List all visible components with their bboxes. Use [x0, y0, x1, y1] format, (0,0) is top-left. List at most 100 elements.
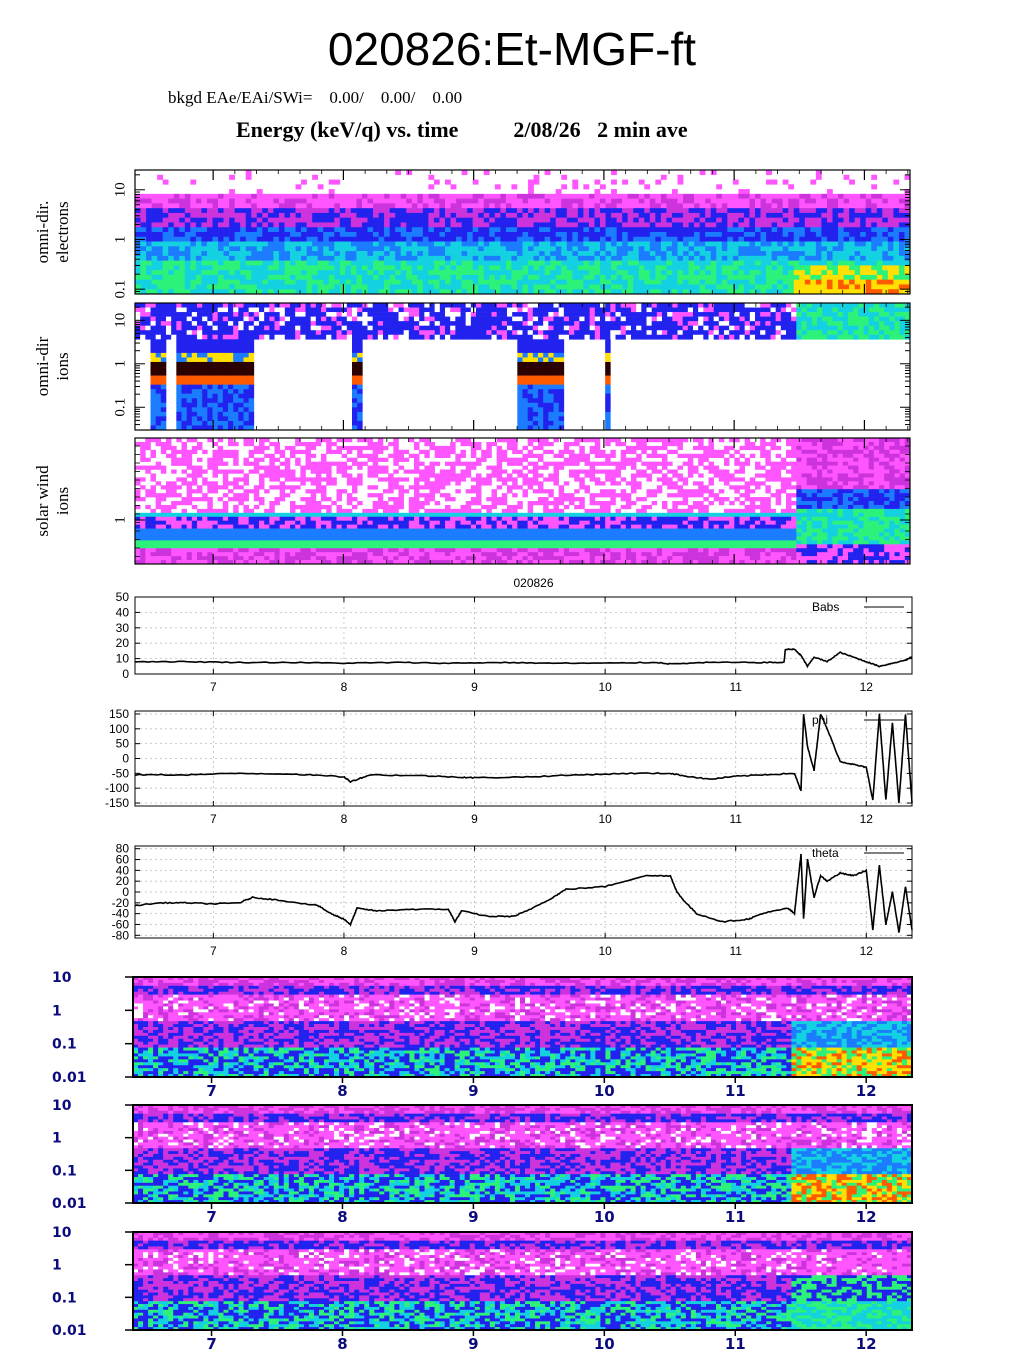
spectrogram-cell	[192, 312, 197, 317]
spectrogram-cell	[548, 389, 553, 394]
spectrogram-cell	[523, 317, 528, 322]
spectrogram-cell	[705, 199, 711, 204]
spectrogram-cell	[393, 312, 398, 317]
spectrogram-cell	[141, 227, 147, 232]
spectrogram-cell	[473, 256, 479, 261]
spectrogram-cell	[523, 232, 529, 237]
spectrogram-cell	[766, 284, 772, 289]
spectrogram-cell	[207, 312, 212, 317]
spectrogram-cell	[528, 407, 533, 412]
spectrogram-cell	[711, 222, 717, 227]
spectrogram-cell	[716, 218, 722, 223]
spectrogram-cell	[445, 335, 450, 340]
spectrogram-cell	[502, 303, 507, 308]
spectrogram-cell	[296, 222, 302, 227]
spectrogram-cell	[451, 251, 457, 256]
spectrogram-cell	[871, 199, 877, 204]
spectrogram-cell	[583, 265, 589, 270]
spectrogram-cell	[523, 330, 528, 335]
spectrogram-cell	[218, 256, 224, 261]
spectrogram-cell	[323, 256, 329, 261]
spectrogram-cell	[182, 380, 187, 385]
spectrogram-cell	[262, 203, 268, 208]
spectrogram-cell	[368, 284, 374, 289]
spectrogram-cell	[373, 237, 379, 242]
spectrogram-cell	[666, 256, 672, 261]
spectrogram-cell	[229, 194, 235, 199]
spectrogram-cell	[600, 321, 605, 326]
spectrogram-cell	[812, 335, 817, 340]
spectrogram-cell	[300, 321, 305, 326]
spectrogram-cell	[559, 367, 564, 372]
spectrogram-cell	[864, 335, 869, 340]
spectrogram-cell	[871, 265, 877, 270]
spectrogram-cell	[340, 251, 346, 256]
spectrogram-cell	[700, 256, 706, 261]
spectrogram-cell	[345, 203, 351, 208]
spectrogram-cell	[816, 256, 822, 261]
spectrogram-cell	[766, 218, 772, 223]
spectrogram-cell	[428, 265, 434, 270]
spectrogram-cell	[251, 218, 257, 223]
spectrogram-cell	[223, 330, 228, 335]
spectrogram-cell	[616, 335, 621, 340]
spectrogram-cell	[559, 398, 564, 403]
spectrogram-cell	[141, 242, 147, 247]
spectrogram-cell	[334, 246, 340, 251]
spectrogram-cell	[484, 275, 490, 280]
spectrogram-cell	[672, 321, 677, 326]
spectrogram-cell	[533, 385, 538, 390]
spectrogram-cell	[639, 275, 645, 280]
spectrogram-cell	[594, 213, 600, 218]
spectrogram-cell	[373, 308, 378, 313]
spectrogram-cell	[698, 326, 703, 331]
spectrogram-cell	[466, 330, 471, 335]
spectrogram-cell	[295, 312, 300, 317]
spectrogram-cell	[523, 348, 528, 353]
spectrogram-cell	[533, 389, 538, 394]
spectrogram-cell	[284, 275, 290, 280]
spectrogram-cell	[545, 246, 551, 251]
spectrogram-cell	[224, 199, 230, 204]
spectrogram-cell	[827, 261, 833, 266]
spectrogram-cell	[517, 261, 523, 266]
spectrogram-cell	[439, 222, 445, 227]
spectrogram-cell	[694, 261, 700, 266]
spectrogram-cell	[187, 362, 192, 367]
spectrogram-cell	[606, 270, 612, 275]
spectrogram-cell	[352, 407, 357, 412]
spectrogram-cell	[368, 227, 374, 232]
spectrogram-cell	[882, 194, 888, 199]
spectrogram-cell	[534, 199, 540, 204]
spectrogram-cell	[833, 246, 839, 251]
spectrogram-cell	[176, 357, 181, 362]
spectrogram-cell	[572, 270, 578, 275]
spectrogram-cell	[858, 303, 863, 308]
spectrogram-cell	[383, 317, 388, 322]
spectrogram-cell	[755, 326, 760, 331]
spectrogram-cell	[639, 199, 645, 204]
spectrogram-cell	[412, 208, 418, 213]
spectrogram-cell	[877, 256, 883, 261]
spectrogram-cell	[548, 416, 553, 421]
spectrogram-cell	[889, 321, 894, 326]
spectrogram-cell	[259, 330, 264, 335]
spectrogram-cell	[561, 270, 567, 275]
spectrogram-cell	[693, 308, 698, 313]
spectrogram-cell	[724, 308, 729, 313]
spectrogram-cell	[641, 321, 646, 326]
spectrogram-cell	[168, 280, 174, 285]
spectrogram-cell	[306, 330, 311, 335]
spectrogram-cell	[572, 184, 578, 189]
spectrogram-cell	[182, 385, 187, 390]
spectrogram-cell	[523, 284, 529, 289]
spectrogram-cell	[202, 317, 207, 322]
spectrogram-cell	[844, 280, 850, 285]
spectrogram-cell	[559, 412, 564, 417]
spectrogram-cell	[528, 284, 534, 289]
spectrogram-cell	[218, 270, 224, 275]
spectrogram-cell	[207, 261, 213, 266]
spectrogram-cell	[507, 312, 512, 317]
spectrogram-cell	[539, 194, 545, 199]
spectrogram-cell	[631, 312, 636, 317]
